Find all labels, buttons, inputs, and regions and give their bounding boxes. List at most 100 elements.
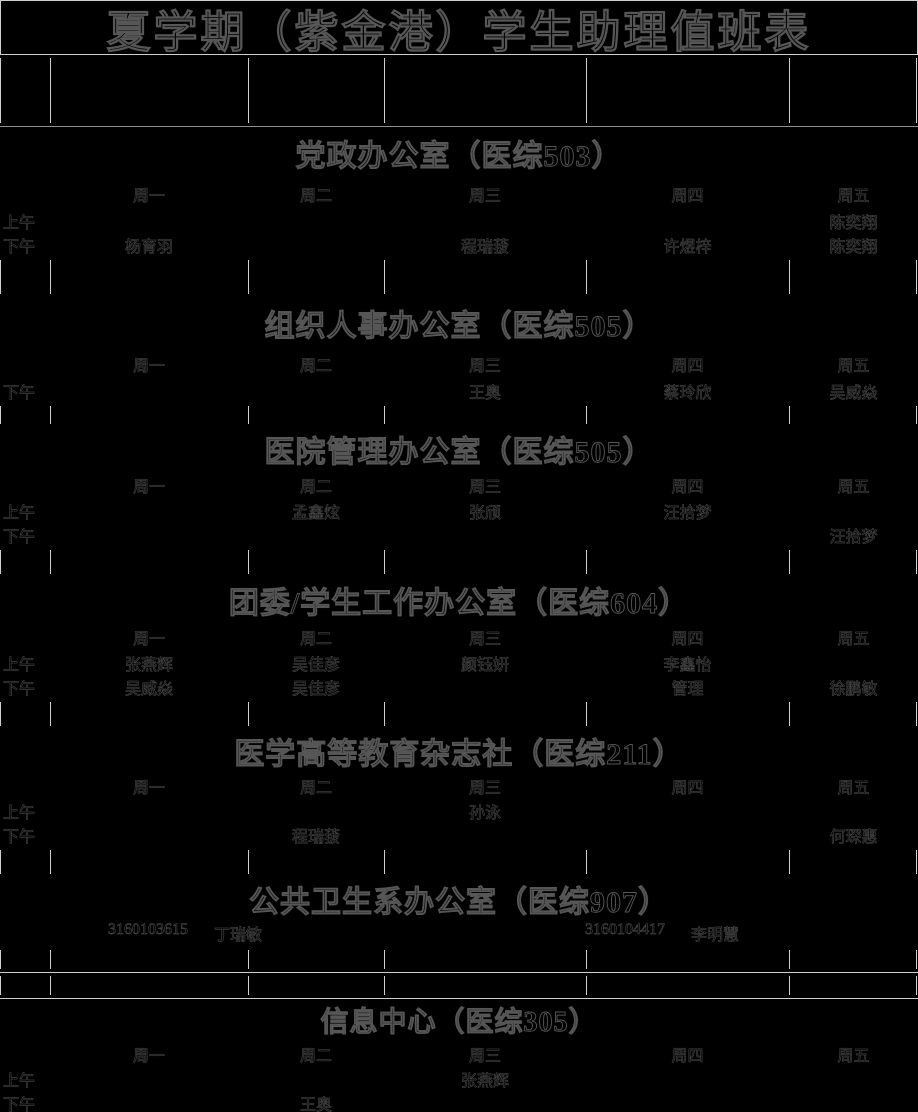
weekday-header: 周二	[299, 1048, 333, 1066]
grid-tick-line	[789, 550, 790, 574]
grid-tick-line	[789, 950, 790, 969]
grid-tick-line	[789, 58, 790, 123]
weekday-header: 周一	[132, 1048, 166, 1066]
duty-cell: 孙泳	[468, 805, 502, 823]
sheet-title-text: 夏学期（紫金港）学生助理值班表	[106, 7, 812, 57]
weekday-header: 周三	[468, 1048, 502, 1066]
grid-tick-line	[50, 550, 51, 574]
duty-cell: 陈奕翔	[829, 215, 878, 233]
grid-tick-line	[916, 406, 917, 424]
section-heading: 党政办公室（医综503）	[295, 140, 623, 174]
grid-tick-line	[586, 976, 587, 995]
duty-row: 下午 程瑞菝 何琛惠	[0, 823, 918, 847]
grid-tick-line	[384, 406, 385, 424]
weekday-header: 周二	[299, 479, 333, 497]
weekday-header: 周四	[671, 358, 704, 376]
grid-tick-line	[50, 850, 51, 874]
grid-tick-line	[248, 260, 249, 294]
section-heading: 组织人事办公室（医综505）	[264, 310, 654, 344]
weekday-header-row: 周一 周二 周三 周四 周五	[0, 179, 918, 209]
grid-tick-line	[789, 260, 790, 294]
grid-tick-line	[384, 260, 385, 294]
duty-cell: 徐鹏敏	[829, 681, 878, 699]
grid-tick-line	[248, 850, 249, 874]
grid-tick-line	[916, 950, 917, 969]
grid-tick-line	[384, 58, 385, 123]
weekday-header: 周五	[837, 780, 870, 798]
weekday-header: 周四	[671, 479, 704, 497]
section-heading: 公共卫生系办公室（医综907）	[249, 886, 669, 920]
duty-cell: 杨育羽	[124, 239, 174, 257]
duty-cell: 张燕辉	[460, 1073, 510, 1091]
weekday-header-row: 周一 周二 周三 周四 周五	[0, 471, 918, 499]
grid-tick-line	[0, 406, 1, 424]
spacer-row	[0, 547, 918, 577]
row-label: 上午	[3, 1073, 36, 1091]
duty-cell: 孟鑫炫	[291, 505, 341, 523]
grid-tick-line	[789, 702, 790, 726]
weekday-header: 周四	[671, 1048, 704, 1066]
weekday-header: 周三	[468, 780, 502, 798]
grid-tick-line	[248, 58, 249, 123]
grid-tick-line	[0, 550, 1, 574]
section-heading: 信息中心（医综305）	[320, 1007, 598, 1039]
grid-tick-line	[916, 260, 917, 294]
weekday-header: 周三	[468, 188, 502, 206]
grid-tick-line	[0, 260, 1, 294]
grid-tick-line	[586, 850, 587, 874]
duty-cell: 吴威焱	[829, 385, 878, 403]
duty-cell: 程瑞菝	[460, 239, 510, 257]
duty-cell: 张颀	[468, 505, 502, 523]
row-label: 下午	[3, 239, 36, 257]
duty-cell: 吴威焱	[124, 681, 174, 699]
grid-tick-line	[248, 550, 249, 574]
row-label: 上午	[3, 505, 36, 523]
grid-tick-line	[384, 976, 385, 995]
header-spacer-row	[0, 55, 918, 127]
duty-row: 下午 杨育羽 程瑞菝 许煜梓 陈奕翔	[0, 233, 918, 257]
weekday-header: 周一	[132, 780, 166, 798]
duty-cell: 王奥	[468, 385, 502, 403]
duty-cell: 程瑞菝	[291, 829, 341, 847]
row-label: 下午	[3, 681, 36, 699]
grid-tick-line	[248, 950, 249, 969]
grid-tick-line	[0, 976, 1, 995]
duty-cell: 陈奕翔	[829, 239, 878, 257]
section-heading: 团委/学生工作办公室（医综604）	[228, 587, 690, 621]
section-4: 团委/学生工作办公室（医综604） 周一 周二 周三 周四 周五 上午 张燕辉 吴佳彦 颜钰妍 李鑫…	[0, 577, 918, 729]
grid-tick-line	[248, 406, 249, 424]
grid-tick-line	[248, 976, 249, 995]
weekday-header: 周四	[671, 780, 704, 798]
student-entry: 3160104417 李明慧	[585, 921, 740, 945]
spacer-row	[0, 947, 918, 973]
section-6: 公共卫生系办公室（医综907） 3160103615 丁瑞敏 3160104417 李明…	[0, 877, 918, 999]
grid-tick-line	[384, 950, 385, 969]
row-label: 上午	[3, 657, 36, 675]
row-label: 下午	[3, 529, 36, 547]
weekday-header: 周三	[468, 479, 502, 497]
duty-row: 下午 王奥	[0, 1091, 918, 1112]
duty-cell: 何琛惠	[829, 829, 878, 847]
student-id: 3160103615	[108, 921, 189, 939]
duty-row: 上午 孟鑫炫 张颀 汪拾梦	[0, 499, 918, 523]
row-label: 下午	[3, 1097, 36, 1112]
weekday-header: 周五	[837, 479, 870, 497]
weekday-header: 周三	[468, 358, 502, 376]
weekday-header: 周一	[132, 358, 166, 376]
weekday-header-row: 周一 周二 周三 周四 周五	[0, 349, 918, 379]
grid-tick-line	[586, 702, 587, 726]
grid-tick-line	[586, 950, 587, 969]
duty-cell: 蔡玲欣	[663, 385, 712, 403]
student-name: 李明慧	[691, 927, 740, 945]
duty-cell: 张燕辉	[124, 657, 174, 675]
grid-tick-line	[789, 850, 790, 874]
grid-tick-line	[789, 406, 790, 424]
grid-tick-line	[50, 58, 51, 123]
weekday-header: 周一	[132, 188, 166, 206]
section-5: 医学高等教育杂志社（医综211） 周一 周二 周三 周四 周五 上午 孙泳 下午 程瑞菝 何琛惠	[0, 729, 918, 877]
weekday-header: 周五	[837, 358, 870, 376]
row-label: 下午	[3, 829, 36, 847]
spacer-row	[0, 403, 918, 427]
section-heading: 医学高等教育杂志社（医综211）	[234, 738, 684, 772]
